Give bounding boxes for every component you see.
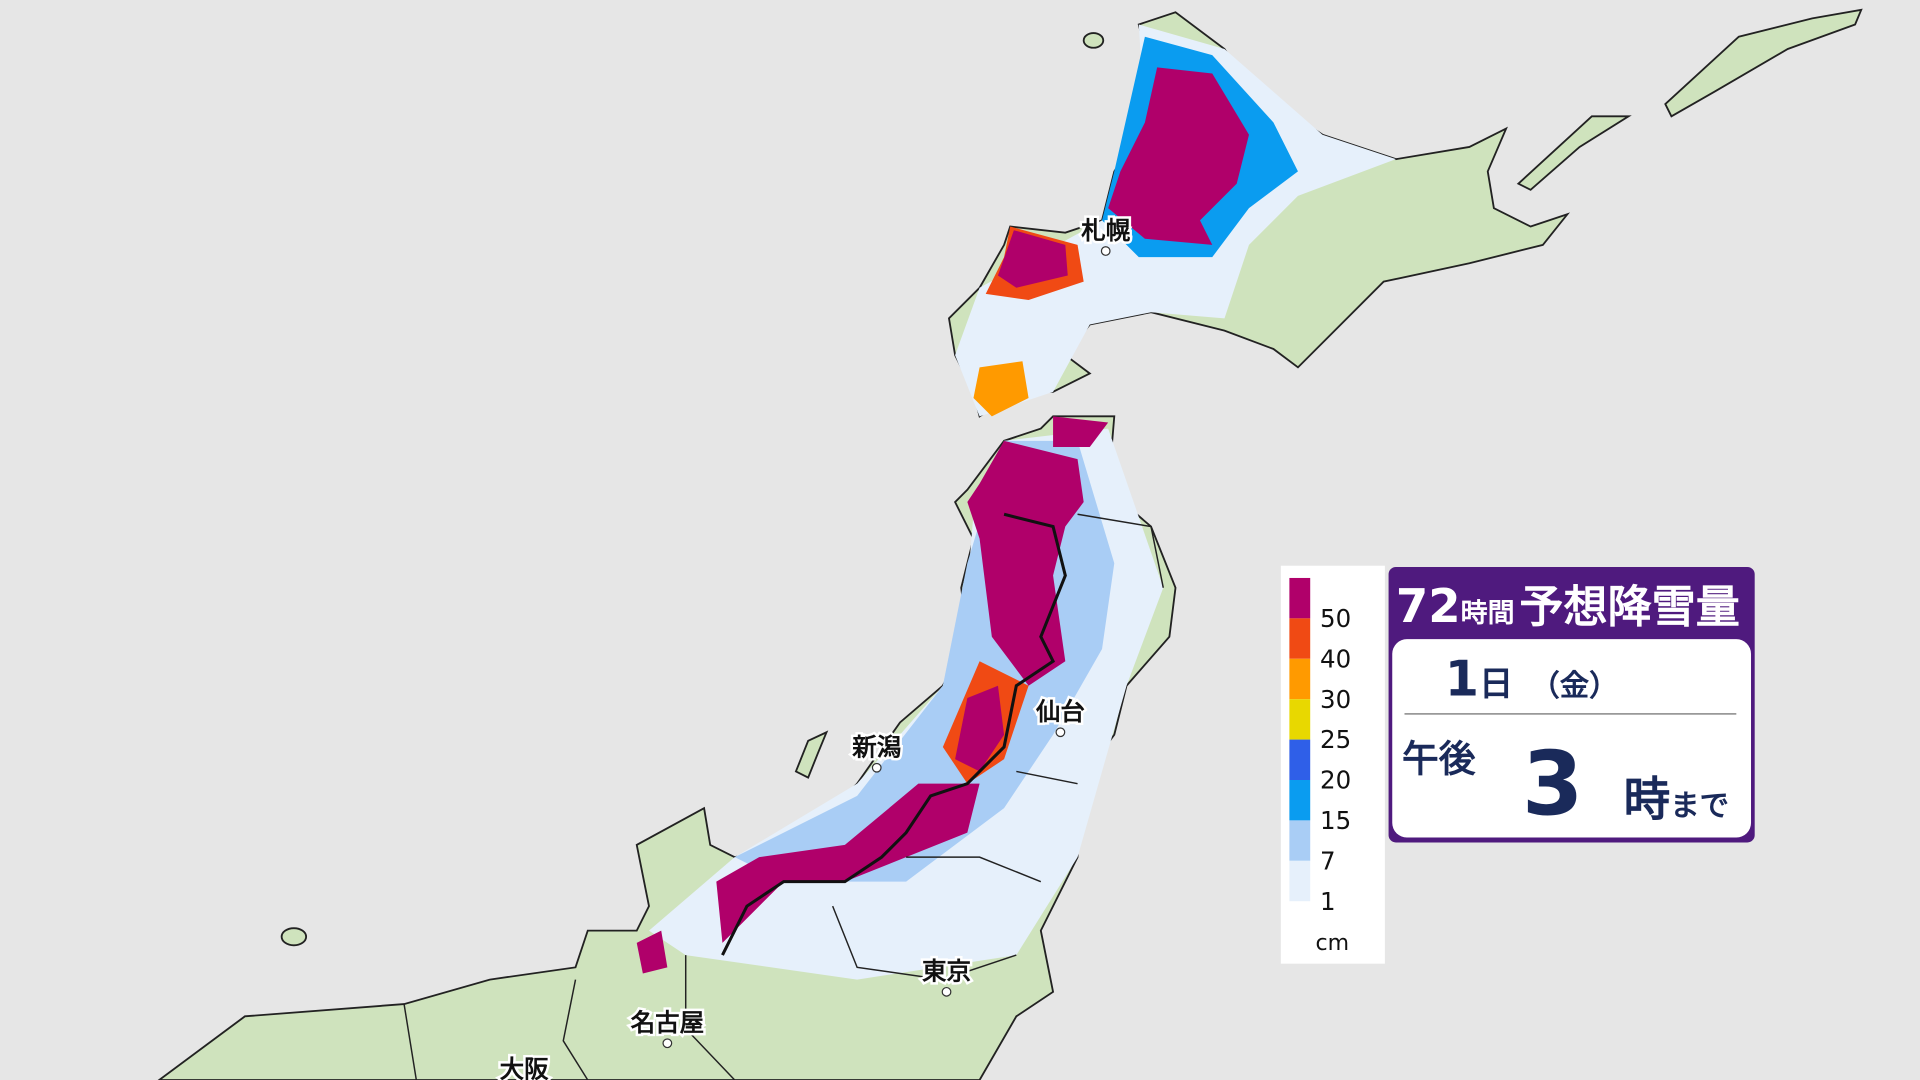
snow-area xyxy=(1108,67,1249,245)
snow-area xyxy=(973,361,1029,417)
hour-suffix: 時まで xyxy=(1624,773,1729,827)
borders xyxy=(403,512,1164,1080)
legend-label: 50 xyxy=(1320,604,1351,633)
prefecture-border xyxy=(562,979,589,1080)
city-label: 仙台 xyxy=(1035,697,1085,726)
snow-area xyxy=(967,440,1084,686)
legend-swatch xyxy=(1289,860,1311,902)
snow-area xyxy=(955,685,1005,772)
date: 1日 （金） xyxy=(1445,651,1619,708)
prefecture-border xyxy=(831,905,1017,981)
prefecture-border xyxy=(403,1003,418,1080)
legend-label: 30 xyxy=(1320,685,1351,714)
prefecture-border xyxy=(1077,513,1164,588)
oki-island xyxy=(280,927,308,947)
legend-swatch xyxy=(1289,780,1311,821)
prefecture-border xyxy=(1016,770,1078,785)
panel-body xyxy=(1392,639,1752,838)
legend-label: 25 xyxy=(1320,725,1351,754)
period: 午後 xyxy=(1402,737,1476,780)
kuril-islands xyxy=(1516,115,1632,191)
legend-unit: cm xyxy=(1315,931,1349,956)
city-dot xyxy=(1055,727,1066,738)
city-dot xyxy=(941,986,952,997)
legend: 50 40 30 25 20 15 7 1 cm xyxy=(1280,565,1385,964)
hours-unit: 時間 xyxy=(1461,598,1515,629)
legend-label: 40 xyxy=(1320,644,1351,673)
legend-label: 1 xyxy=(1320,887,1336,916)
legend-label: 7 xyxy=(1320,846,1336,875)
hour: 3 xyxy=(1522,732,1583,835)
legend-label: 15 xyxy=(1320,806,1351,835)
legend-label: 20 xyxy=(1320,766,1351,795)
snow-area xyxy=(997,230,1068,288)
weekday: （金） xyxy=(1530,669,1618,703)
rebun-island xyxy=(1082,32,1105,49)
legend-swatch xyxy=(1289,739,1311,780)
day-unit: 日 xyxy=(1479,665,1513,705)
day: 1 xyxy=(1445,651,1479,708)
city-label: 東京 xyxy=(922,957,971,986)
snowfall xyxy=(636,24,1396,980)
prefecture-border xyxy=(684,955,736,1080)
city-label: 名古屋 xyxy=(631,1008,704,1037)
legend-swatch xyxy=(1289,577,1311,619)
snow-area xyxy=(1053,416,1109,447)
hour-unit: 時 xyxy=(1624,773,1671,827)
city-dot xyxy=(662,1038,673,1049)
legend-swatch xyxy=(1289,658,1311,700)
legend-swatch xyxy=(1289,618,1311,659)
prefecture-border xyxy=(906,856,1042,883)
prefecture-border xyxy=(721,512,1067,956)
title-panel: 72時間 予想降雪量 1日 （金） 午後 3 時まで xyxy=(1388,566,1755,843)
city-dot xyxy=(1100,246,1111,256)
hours: 72 xyxy=(1396,579,1461,633)
city-label: 新潟 xyxy=(851,733,901,762)
panel-title: 予想降雪量 xyxy=(1519,582,1739,633)
until: まで xyxy=(1670,789,1729,823)
legend-swatch xyxy=(1289,820,1311,861)
panel-header: 72時間 予想降雪量 xyxy=(1396,579,1740,633)
kuril-islands xyxy=(1664,8,1863,118)
city-dot xyxy=(871,762,882,773)
sado-island xyxy=(794,730,829,779)
city-label: 札幌 xyxy=(1081,216,1130,245)
snow-area xyxy=(636,930,668,974)
legend-swatch xyxy=(1289,699,1311,740)
city-label: 大阪 xyxy=(500,1055,549,1080)
